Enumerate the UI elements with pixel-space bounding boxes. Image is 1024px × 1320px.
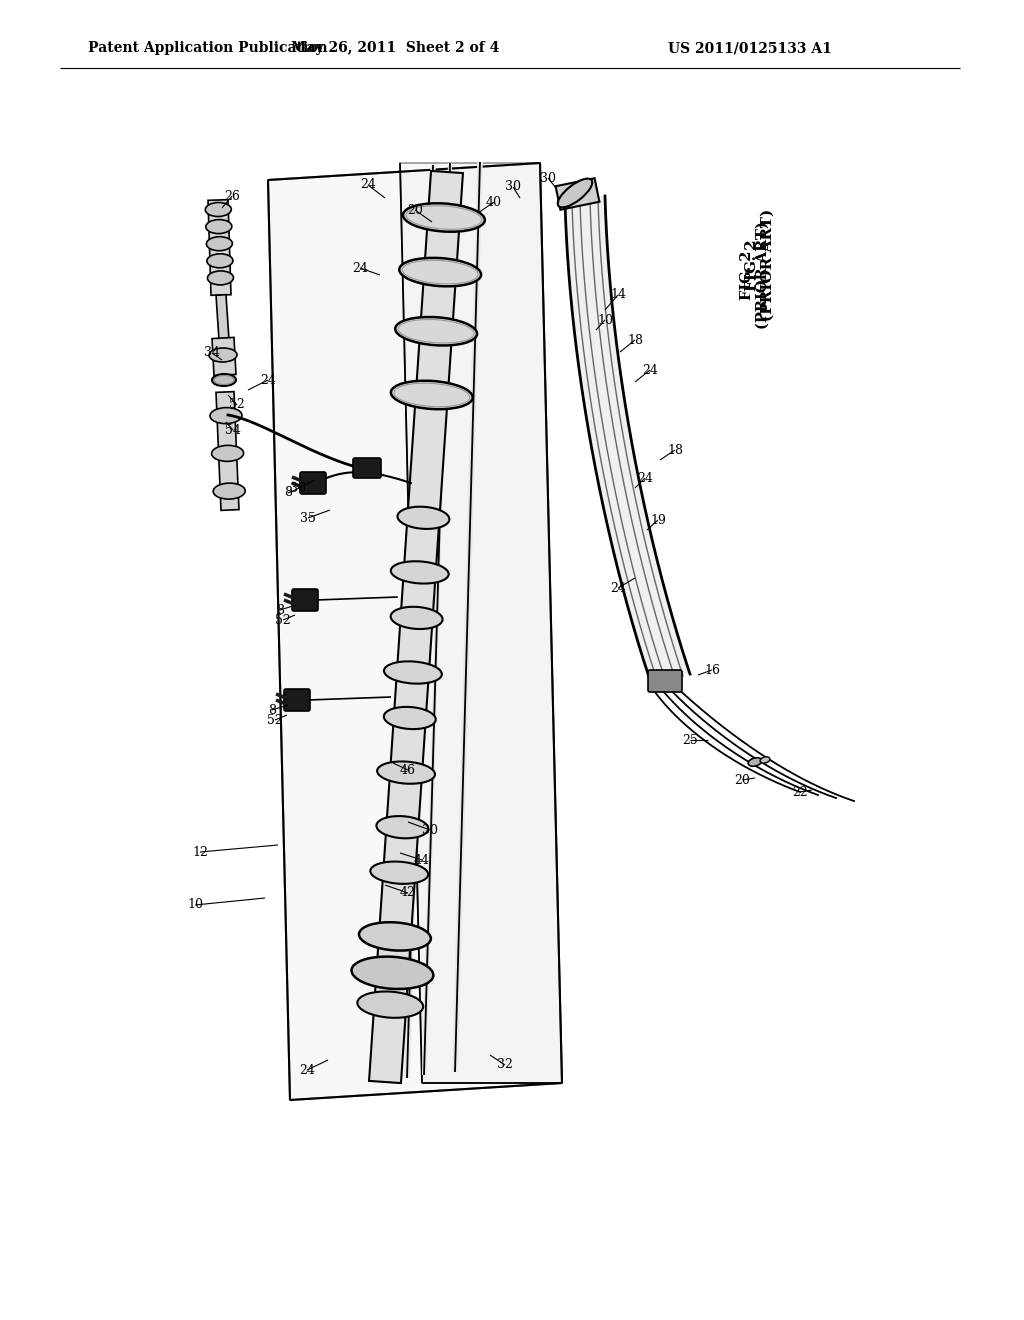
Polygon shape bbox=[556, 178, 599, 210]
Text: FIG. 2
(PRIOR ART): FIG. 2 (PRIOR ART) bbox=[744, 209, 775, 321]
Text: 24: 24 bbox=[260, 374, 275, 387]
Text: 34: 34 bbox=[204, 346, 220, 359]
Text: 52: 52 bbox=[275, 614, 291, 627]
Text: 54: 54 bbox=[225, 424, 241, 437]
Text: 30: 30 bbox=[540, 172, 556, 185]
Text: May 26, 2011  Sheet 2 of 4: May 26, 2011 Sheet 2 of 4 bbox=[291, 41, 499, 55]
Ellipse shape bbox=[207, 253, 232, 268]
Text: US 2011/0125133 A1: US 2011/0125133 A1 bbox=[668, 41, 831, 55]
Ellipse shape bbox=[377, 762, 435, 784]
FancyBboxPatch shape bbox=[300, 473, 326, 494]
Polygon shape bbox=[208, 199, 231, 296]
Text: 18: 18 bbox=[667, 444, 683, 457]
Text: 10: 10 bbox=[597, 314, 613, 326]
Ellipse shape bbox=[760, 756, 770, 763]
Text: 42: 42 bbox=[400, 887, 416, 899]
Ellipse shape bbox=[749, 758, 762, 767]
Text: 8: 8 bbox=[268, 704, 276, 717]
Text: 52: 52 bbox=[229, 399, 245, 412]
Text: 12: 12 bbox=[193, 846, 208, 858]
Ellipse shape bbox=[399, 257, 481, 286]
Text: 10: 10 bbox=[187, 899, 203, 912]
Text: 8: 8 bbox=[284, 487, 292, 499]
Ellipse shape bbox=[205, 202, 231, 216]
Text: Patent Application Publication: Patent Application Publication bbox=[88, 41, 328, 55]
Ellipse shape bbox=[351, 957, 433, 989]
Text: 35: 35 bbox=[300, 511, 316, 524]
Ellipse shape bbox=[558, 178, 592, 207]
Ellipse shape bbox=[359, 923, 431, 950]
Text: FIG. 2
(PRIOR ART): FIG. 2 (PRIOR ART) bbox=[740, 222, 770, 329]
Text: 26: 26 bbox=[224, 190, 240, 202]
Ellipse shape bbox=[213, 483, 245, 499]
Polygon shape bbox=[565, 195, 690, 680]
Polygon shape bbox=[216, 294, 229, 341]
Text: 40: 40 bbox=[486, 195, 502, 209]
FancyBboxPatch shape bbox=[648, 671, 682, 692]
Ellipse shape bbox=[377, 816, 428, 838]
Text: 46: 46 bbox=[400, 763, 416, 776]
Ellipse shape bbox=[209, 348, 237, 362]
Ellipse shape bbox=[391, 607, 442, 630]
Ellipse shape bbox=[357, 991, 423, 1018]
Polygon shape bbox=[268, 162, 562, 1100]
Polygon shape bbox=[212, 338, 236, 376]
Text: 24: 24 bbox=[610, 582, 626, 594]
Ellipse shape bbox=[206, 219, 231, 234]
Ellipse shape bbox=[391, 561, 449, 583]
Ellipse shape bbox=[384, 708, 436, 729]
Ellipse shape bbox=[403, 203, 484, 232]
Polygon shape bbox=[369, 170, 463, 1084]
Text: 36: 36 bbox=[290, 482, 306, 495]
Ellipse shape bbox=[212, 374, 236, 385]
Text: 16: 16 bbox=[705, 664, 720, 676]
FancyBboxPatch shape bbox=[292, 589, 318, 611]
Text: 44: 44 bbox=[414, 854, 430, 866]
Text: 18: 18 bbox=[627, 334, 643, 346]
Text: 24: 24 bbox=[360, 178, 376, 191]
Ellipse shape bbox=[212, 445, 244, 462]
Text: 24: 24 bbox=[352, 261, 368, 275]
Ellipse shape bbox=[207, 236, 232, 251]
FancyBboxPatch shape bbox=[353, 458, 381, 478]
Text: 24: 24 bbox=[299, 1064, 315, 1077]
Text: 14: 14 bbox=[610, 289, 626, 301]
Polygon shape bbox=[400, 162, 562, 1082]
Text: 25: 25 bbox=[682, 734, 698, 747]
Text: 20: 20 bbox=[408, 203, 423, 216]
Text: 32: 32 bbox=[497, 1059, 513, 1072]
Ellipse shape bbox=[384, 661, 441, 684]
Text: 24: 24 bbox=[642, 363, 658, 376]
Text: 8: 8 bbox=[276, 603, 284, 616]
Text: 22: 22 bbox=[793, 785, 808, 799]
Ellipse shape bbox=[208, 271, 233, 285]
Text: 52: 52 bbox=[267, 714, 283, 726]
Text: 30: 30 bbox=[505, 181, 521, 194]
Text: 20: 20 bbox=[734, 774, 750, 787]
FancyBboxPatch shape bbox=[284, 689, 310, 711]
Polygon shape bbox=[216, 392, 239, 511]
Ellipse shape bbox=[397, 507, 450, 529]
Text: 24: 24 bbox=[637, 471, 653, 484]
Text: 19: 19 bbox=[650, 513, 666, 527]
Ellipse shape bbox=[210, 408, 242, 424]
Ellipse shape bbox=[371, 862, 428, 884]
Ellipse shape bbox=[391, 380, 473, 409]
Ellipse shape bbox=[395, 317, 477, 346]
Text: 30: 30 bbox=[422, 824, 438, 837]
